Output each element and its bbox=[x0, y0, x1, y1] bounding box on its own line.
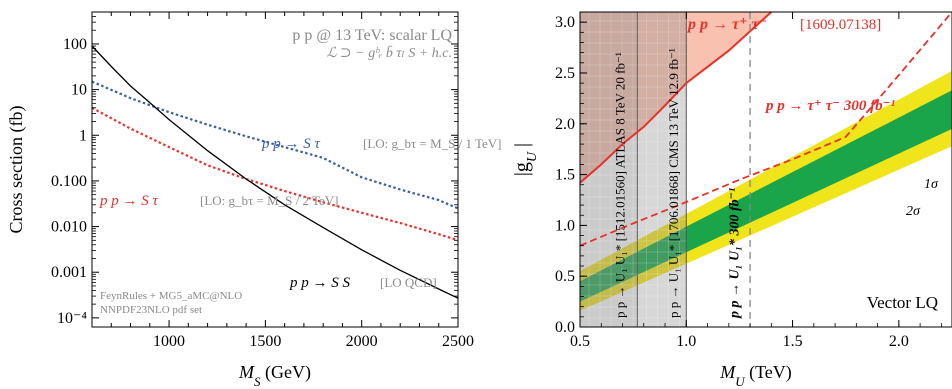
sigma-band-1 bbox=[580, 90, 952, 302]
r-y-tick-label: 2.5 bbox=[555, 65, 575, 82]
r-y-tick-label: 2.0 bbox=[555, 116, 575, 133]
footnote-line-2: NNPDF23NLO pdf set bbox=[100, 304, 202, 316]
tautau-projection-line bbox=[580, 12, 952, 247]
projection-label: p p → U₁ U₁* 300 fb⁻¹ bbox=[727, 188, 742, 319]
excluded-region-0 bbox=[580, 12, 638, 327]
r-y-tick-label: 1.5 bbox=[555, 167, 575, 184]
band-label-2sigma: 2σ bbox=[906, 204, 921, 219]
left-series-group bbox=[92, 45, 458, 299]
band-label-1sigma: 1σ bbox=[924, 177, 939, 192]
x-tick-label: 2000 bbox=[346, 333, 378, 350]
r-x-tick-label: 1.5 bbox=[783, 333, 803, 350]
series-note-black: [LO QCD] bbox=[380, 275, 437, 290]
r-x-tick-label: 1.0 bbox=[676, 333, 696, 350]
tautau-ref: [1609.07138] bbox=[800, 17, 881, 33]
r-y-axis-title: |gU | bbox=[511, 143, 540, 176]
r-y-tick-label: 0.0 bbox=[555, 319, 575, 336]
right-plot-group bbox=[580, 12, 952, 327]
y-axis-title: Cross section (fb) bbox=[6, 106, 27, 234]
tautau-label: p p → τ⁺ τ⁻ bbox=[686, 16, 767, 33]
series-line-2 bbox=[92, 45, 458, 299]
tautau-excluded-area bbox=[580, 12, 772, 183]
r-x-axis-title: MU (TeV) bbox=[719, 362, 792, 389]
r-x-tick-label: 0.5 bbox=[570, 333, 590, 350]
series-label-blue: p p → S τ bbox=[261, 136, 321, 152]
tautau-projection-label: p p → τ⁺ τ⁻ 300 fb⁻¹ bbox=[764, 98, 895, 114]
header-line-2: ℒ ⊃ − gᵇᵣ b̄ τₗ S + h.c. bbox=[326, 45, 452, 61]
header-line-1: p p @ 13 TeV: scalar LQ bbox=[292, 27, 452, 44]
excluded-region-1 bbox=[637, 12, 687, 327]
y-tick-label: 1 bbox=[79, 127, 87, 144]
right-plot-frame bbox=[579, 11, 952, 328]
r-y-tick-label: 0.5 bbox=[555, 268, 575, 285]
r-y-tick-label: 1.0 bbox=[555, 217, 575, 234]
series-label-red: p p → S τ bbox=[99, 193, 159, 209]
y-tick-label: 0.100 bbox=[51, 173, 87, 190]
y-tick-label: 100 bbox=[63, 36, 87, 53]
excluded-label-atlas: p p → U₁ U₁* [1512.01560] ATLAS 8 TeV 20… bbox=[613, 52, 628, 318]
tautau-limit-line bbox=[580, 12, 772, 184]
series-label-black: p p → S S bbox=[289, 275, 351, 291]
vector-lq-label: Vector LQ bbox=[867, 293, 938, 312]
r-x-tick-label: 2.0 bbox=[889, 333, 909, 350]
left-plot-frame bbox=[91, 11, 459, 328]
x-axis-title: MS (GeV) bbox=[238, 362, 311, 389]
excluded-label-cms: p p → U₁ U₁* [1706.01868] CMS 13 TeV 12.… bbox=[666, 48, 681, 318]
series-note-red: [LO: g_bτ = M_S / 2 TeV] bbox=[200, 193, 339, 208]
y-tick-label: 0.001 bbox=[51, 264, 87, 281]
footnote-line-1: FeynRules + MG5_aMC@NLO bbox=[100, 290, 242, 302]
series-line-1 bbox=[92, 106, 458, 242]
y-tick-label: 10⁻⁴ bbox=[57, 310, 87, 327]
series-line-0 bbox=[92, 80, 458, 210]
y-tick-label: 0.010 bbox=[51, 219, 87, 236]
series-note-blue: [LO: g_bτ = M_S / 1 TeV] bbox=[363, 136, 502, 151]
x-tick-label: 1000 bbox=[153, 333, 185, 350]
x-tick-label: 1500 bbox=[249, 333, 281, 350]
r-y-tick-label: 3.0 bbox=[555, 14, 575, 31]
x-tick-label: 2500 bbox=[442, 333, 474, 350]
y-tick-label: 10 bbox=[71, 82, 87, 99]
